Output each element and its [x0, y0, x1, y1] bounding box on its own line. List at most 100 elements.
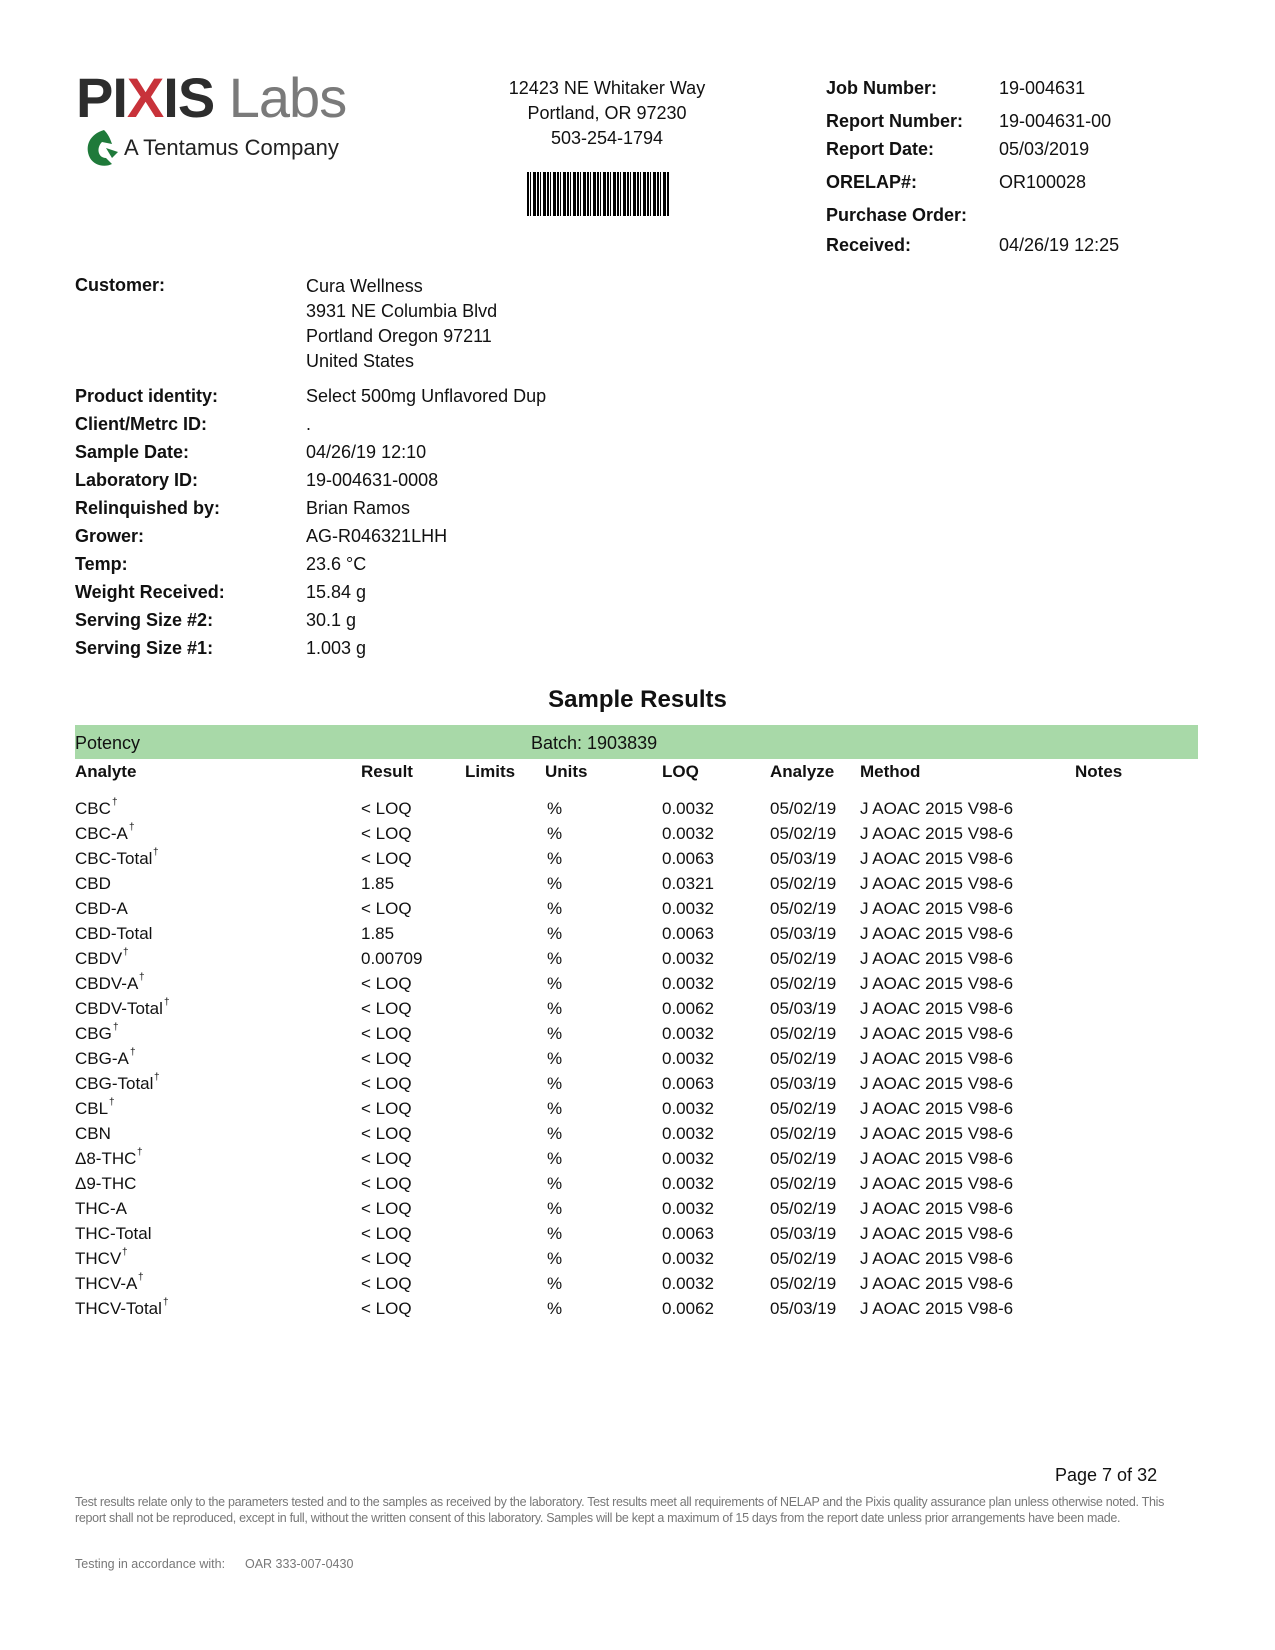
cell-units: % — [547, 1224, 563, 1243]
sample-info-label: Product identity: — [75, 386, 218, 406]
logo-tagline: A Tentamus Company — [124, 135, 339, 160]
cell-units: % — [547, 1274, 563, 1293]
dagger-mark: † — [123, 947, 129, 958]
cell-result: < LOQ — [361, 1174, 412, 1193]
potency-section-bar — [75, 725, 1198, 759]
cell-analyte: CBC — [75, 799, 111, 818]
cell-method: J AOAC 2015 V98-6 — [860, 874, 1014, 893]
cell-analyte: CBL — [75, 1099, 109, 1118]
address-phone: 503-254-1794 — [550, 128, 664, 148]
cell-analyze: 05/03/19 — [770, 924, 837, 943]
cell-units: % — [547, 1099, 563, 1118]
cell-units: % — [547, 1174, 563, 1193]
report-info-value: 05/03/2019 — [999, 139, 1090, 159]
table-row: CBN < LOQ% 0.0032 05/02/19 J AOAC 2015 V98-6 — [0, 1123, 1275, 1148]
report-info-value: OR100028 — [999, 172, 1087, 192]
cell-units: % — [547, 824, 563, 843]
sample-info-value: Select 500mg Unflavored Dup — [306, 386, 547, 406]
cell-analyze: 05/02/19 — [770, 1249, 837, 1268]
sample-info-value: 30.1 g — [306, 610, 357, 630]
cell-loq: 0.0062 — [662, 1299, 714, 1318]
sample-info-value: AG-R046321LHH — [306, 526, 448, 546]
cell-result: 0.00709 — [361, 949, 423, 968]
dagger-mark: † — [138, 1272, 144, 1283]
cell-loq: 0.0032 — [662, 1124, 714, 1143]
cell-analyze: 05/02/19 — [770, 1199, 837, 1218]
cell-result: < LOQ — [361, 1249, 412, 1268]
lab-address: 12423 NE Whitaker Way Portland, OR 97230… — [457, 76, 757, 151]
table-row: CBDV-Total † < LOQ% 0.0062 05/03/19 J AOAC 20… — [0, 998, 1275, 1023]
cell-analyze: 05/02/19 — [770, 874, 837, 893]
cell-analyte: CBD — [75, 874, 111, 893]
cell-units: % — [547, 899, 563, 918]
cell-loq: 0.0032 — [662, 974, 714, 993]
section-label: Potency — [75, 733, 141, 753]
cell-method: J AOAC 2015 V98-6 — [860, 1074, 1014, 1093]
cell-loq: 0.0063 — [662, 924, 714, 943]
cell-analyte: CBDV — [75, 949, 123, 968]
cell-result: < LOQ — [361, 1074, 412, 1093]
cell-method: J AOAC 2015 V98-6 — [860, 1249, 1014, 1268]
table-row: THCV-A † < LOQ% 0.0032 05/02/19 J AOAC 2015 V… — [0, 1273, 1275, 1298]
cell-analyze: 05/02/19 — [770, 799, 837, 818]
results-title: Sample Results — [548, 686, 727, 713]
table-row: CBD-A < LOQ% 0.0032 05/02/19 J AOAC 2015 V98… — [0, 898, 1275, 923]
report-info-label: Report Number: — [826, 111, 964, 131]
cell-units: % — [547, 1049, 563, 1068]
cell-units: % — [547, 799, 563, 818]
cell-analyte: CBN — [75, 1124, 111, 1143]
cell-analyze: 05/02/19 — [770, 974, 837, 993]
cell-method: J AOAC 2015 V98-6 — [860, 1099, 1014, 1118]
table-row: CBL † < LOQ% 0.0032 05/02/19 J AOAC 2015 V98-… — [0, 1098, 1275, 1123]
cell-loq: 0.0063 — [662, 849, 714, 868]
dagger-mark: † — [129, 822, 135, 833]
cell-result: < LOQ — [361, 1024, 412, 1043]
cell-method: J AOAC 2015 V98-6 — [860, 1199, 1014, 1218]
column-header-analyze: Analyze — [770, 762, 835, 781]
cell-units: % — [547, 949, 563, 968]
cell-result: < LOQ — [361, 824, 412, 843]
table-row: CBC-Total † < LOQ% 0.0063 05/03/19 J AOAC 201… — [0, 848, 1275, 873]
cell-method: J AOAC 2015 V98-6 — [860, 799, 1014, 818]
cell-analyze: 05/02/19 — [770, 899, 837, 918]
cell-method: J AOAC 2015 V98-6 — [860, 1049, 1014, 1068]
page-number: Page 7 of 32 — [1055, 1465, 1158, 1485]
cell-loq: 0.0032 — [662, 799, 714, 818]
cell-loq: 0.0032 — [662, 899, 714, 918]
cell-loq: 0.0321 — [662, 874, 714, 893]
disclaimer: Test results relate only to the paramete… — [75, 1495, 1165, 1525]
sample-info-label: Serving Size #2: — [75, 610, 214, 630]
cell-loq: 0.0032 — [662, 1274, 714, 1293]
cell-method: J AOAC 2015 V98-6 — [860, 1174, 1014, 1193]
sample-info-label: Grower: — [75, 526, 145, 546]
cell-result: < LOQ — [361, 1274, 412, 1293]
cell-analyte: CBDV-A — [75, 974, 139, 993]
column-header-limits: Limits — [465, 762, 516, 781]
report-info-value: 19-004631 — [999, 78, 1086, 98]
cell-analyte: THC-Total — [75, 1224, 152, 1243]
cell-analyte: CBG — [75, 1024, 112, 1043]
cell-loq: 0.0032 — [662, 949, 714, 968]
cell-analyte: THCV-A — [75, 1274, 138, 1293]
cell-analyze: 05/03/19 — [770, 999, 837, 1018]
cell-units: % — [547, 924, 563, 943]
report-info-value: 04/26/19 12:25 — [999, 235, 1120, 255]
dagger-mark: † — [153, 847, 159, 858]
customer-name: Cura Wellness — [306, 276, 423, 296]
dagger-mark: † — [137, 1147, 143, 1158]
cell-result: < LOQ — [361, 799, 412, 818]
sample-info-value: . — [306, 414, 312, 434]
barcode — [527, 172, 669, 216]
cell-analyze: 05/02/19 — [770, 1049, 837, 1068]
cell-loq: 0.0032 — [662, 1199, 714, 1218]
batch-label: Batch: 1903839 — [531, 733, 658, 753]
cell-units: % — [547, 1199, 563, 1218]
table-row: Δ9-THC < LOQ% 0.0032 05/02/19 J AOAC 2015 V9… — [0, 1173, 1275, 1198]
table-row: CBC † < LOQ% 0.0032 05/02/19 J AOAC 2015 V98-… — [0, 798, 1275, 823]
address-city: Portland, OR 97230 — [527, 103, 687, 123]
cell-units: % — [547, 974, 563, 993]
cell-loq: 0.0032 — [662, 1049, 714, 1068]
cell-loq: 0.0032 — [662, 1024, 714, 1043]
column-header-method: Method — [860, 762, 921, 781]
column-header-analyte: Analyte — [75, 762, 137, 781]
